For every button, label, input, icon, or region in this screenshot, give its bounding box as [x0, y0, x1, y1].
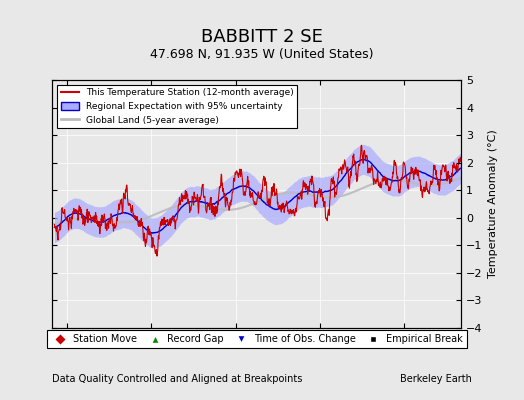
Text: Berkeley Earth: Berkeley Earth — [400, 374, 472, 384]
Text: Data Quality Controlled and Aligned at Breakpoints: Data Quality Controlled and Aligned at B… — [52, 374, 303, 384]
Legend: Station Move, Record Gap, Time of Obs. Change, Empirical Break: Station Move, Record Gap, Time of Obs. C… — [47, 330, 467, 348]
Text: 47.698 N, 91.935 W (United States): 47.698 N, 91.935 W (United States) — [150, 48, 374, 61]
Y-axis label: Temperature Anomaly (°C): Temperature Anomaly (°C) — [488, 130, 498, 278]
Text: BABBITT 2 SE: BABBITT 2 SE — [201, 28, 323, 46]
Legend: This Temperature Station (12-month average), Regional Expectation with 95% uncer: This Temperature Station (12-month avera… — [57, 84, 297, 128]
Bar — [52, 332, 461, 348]
